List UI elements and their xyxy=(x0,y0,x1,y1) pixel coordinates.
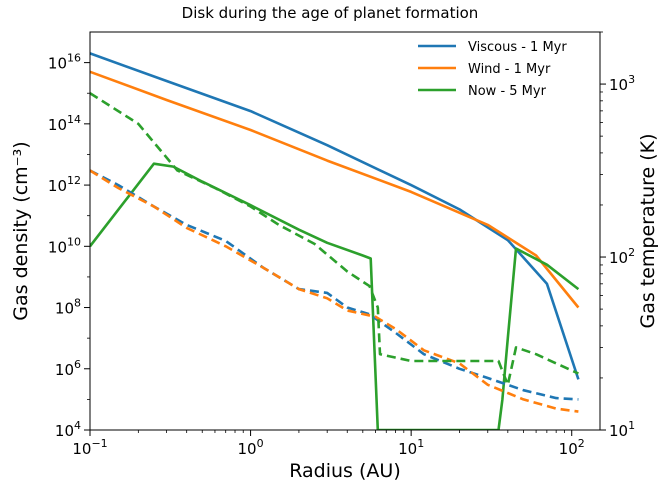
series-line-1 xyxy=(90,70,580,309)
series-layer xyxy=(90,52,580,430)
legend-label: Now - 5 Myr xyxy=(468,84,547,99)
chart-title: Disk during the age of planet formation xyxy=(182,4,479,22)
legend-label: Viscous - 1 Myr xyxy=(468,40,567,55)
series-line-2 xyxy=(90,162,580,430)
y-left-tick-label: 1014 xyxy=(48,113,81,134)
y-axis-left: 104 106 108 1010 1012 1014 1016 xyxy=(48,52,90,440)
series-line-0 xyxy=(90,52,580,380)
y-right-tick-label: 103 xyxy=(609,73,635,94)
series-line-5 xyxy=(90,92,579,387)
legend-label: Wind - 1 Myr xyxy=(468,62,551,77)
series-line-3 xyxy=(90,169,579,401)
x-axis: 10−1 100 101 102 xyxy=(72,430,585,458)
y-axis-right: 101 102 103 xyxy=(600,31,635,440)
y-left-tick-label: 1010 xyxy=(48,235,81,256)
x-tick-label: 101 xyxy=(398,437,424,458)
y-left-tick-label: 104 xyxy=(55,419,81,440)
x-tick-label: 10−1 xyxy=(72,437,107,458)
y-axis-right-label: Gas temperature (K) xyxy=(637,133,659,328)
y-left-tick-label: 106 xyxy=(55,358,81,379)
y-axis-left-label: Gas density (cm⁻³) xyxy=(10,141,32,320)
plot-frame xyxy=(89,31,601,431)
y-left-tick-label: 1012 xyxy=(48,174,81,195)
x-tick-label: 102 xyxy=(559,437,585,458)
y-left-tick-label: 108 xyxy=(55,297,81,318)
legend: Viscous - 1 Myr Wind - 1 Myr Now - 5 Myr xyxy=(418,40,567,99)
x-axis-label: Radius (AU) xyxy=(289,460,400,482)
y-right-tick-label: 102 xyxy=(609,246,635,267)
y-right-tick-label: 101 xyxy=(609,419,635,440)
x-tick-label: 100 xyxy=(238,437,264,458)
series-line-4 xyxy=(90,169,579,413)
y-left-tick-label: 1016 xyxy=(48,52,81,73)
